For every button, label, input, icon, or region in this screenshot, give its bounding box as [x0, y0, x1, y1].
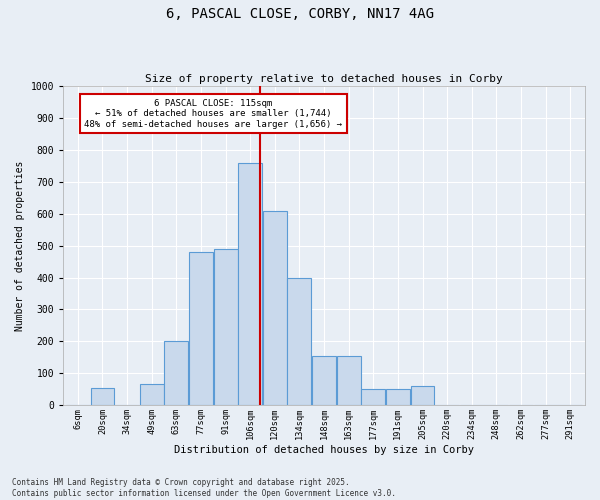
- Bar: [91, 388, 115, 405]
- Bar: [337, 356, 361, 405]
- Bar: [238, 162, 262, 405]
- Bar: [164, 342, 188, 405]
- Text: 6 PASCAL CLOSE: 115sqm
← 51% of detached houses are smaller (1,744)
48% of semi-: 6 PASCAL CLOSE: 115sqm ← 51% of detached…: [84, 99, 342, 128]
- Text: 6, PASCAL CLOSE, CORBY, NN17 4AG: 6, PASCAL CLOSE, CORBY, NN17 4AG: [166, 8, 434, 22]
- Bar: [410, 386, 434, 405]
- Bar: [140, 384, 164, 405]
- Bar: [312, 356, 336, 405]
- X-axis label: Distribution of detached houses by size in Corby: Distribution of detached houses by size …: [174, 445, 474, 455]
- Bar: [287, 278, 311, 405]
- Text: Contains HM Land Registry data © Crown copyright and database right 2025.
Contai: Contains HM Land Registry data © Crown c…: [12, 478, 396, 498]
- Bar: [189, 252, 213, 405]
- Bar: [386, 389, 410, 405]
- Title: Size of property relative to detached houses in Corby: Size of property relative to detached ho…: [145, 74, 503, 84]
- Y-axis label: Number of detached properties: Number of detached properties: [15, 160, 25, 331]
- Bar: [361, 389, 385, 405]
- Bar: [214, 249, 238, 405]
- Bar: [263, 210, 287, 405]
